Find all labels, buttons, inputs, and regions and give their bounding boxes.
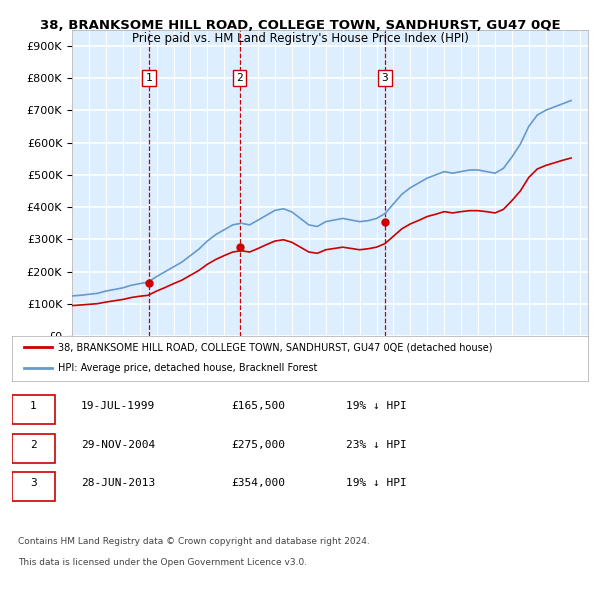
Text: 23% ↓ HPI: 23% ↓ HPI [346,440,407,450]
Text: This data is licensed under the Open Government Licence v3.0.: This data is licensed under the Open Gov… [18,558,307,566]
Text: 19% ↓ HPI: 19% ↓ HPI [346,478,407,488]
Text: 3: 3 [382,73,388,83]
Text: Price paid vs. HM Land Registry's House Price Index (HPI): Price paid vs. HM Land Registry's House … [131,32,469,45]
Text: 28-JUN-2013: 28-JUN-2013 [81,478,155,488]
Text: £354,000: £354,000 [231,478,285,488]
Text: 2: 2 [236,73,243,83]
Text: HPI: Average price, detached house, Bracknell Forest: HPI: Average price, detached house, Brac… [58,363,317,373]
Text: £165,500: £165,500 [231,401,285,411]
Text: 3: 3 [30,478,37,488]
Text: Contains HM Land Registry data © Crown copyright and database right 2024.: Contains HM Land Registry data © Crown c… [18,537,370,546]
Text: 19% ↓ HPI: 19% ↓ HPI [346,401,407,411]
FancyBboxPatch shape [12,473,55,502]
FancyBboxPatch shape [12,395,55,424]
Text: £275,000: £275,000 [231,440,285,450]
Text: 29-NOV-2004: 29-NOV-2004 [81,440,155,450]
Text: 38, BRANKSOME HILL ROAD, COLLEGE TOWN, SANDHURST, GU47 0QE (detached house): 38, BRANKSOME HILL ROAD, COLLEGE TOWN, S… [58,342,493,352]
Text: 1: 1 [145,73,152,83]
Text: 2: 2 [30,440,37,450]
Text: 1: 1 [30,401,37,411]
FancyBboxPatch shape [12,434,55,463]
Text: 38, BRANKSOME HILL ROAD, COLLEGE TOWN, SANDHURST, GU47 0QE: 38, BRANKSOME HILL ROAD, COLLEGE TOWN, S… [40,19,560,32]
Text: 19-JUL-1999: 19-JUL-1999 [81,401,155,411]
